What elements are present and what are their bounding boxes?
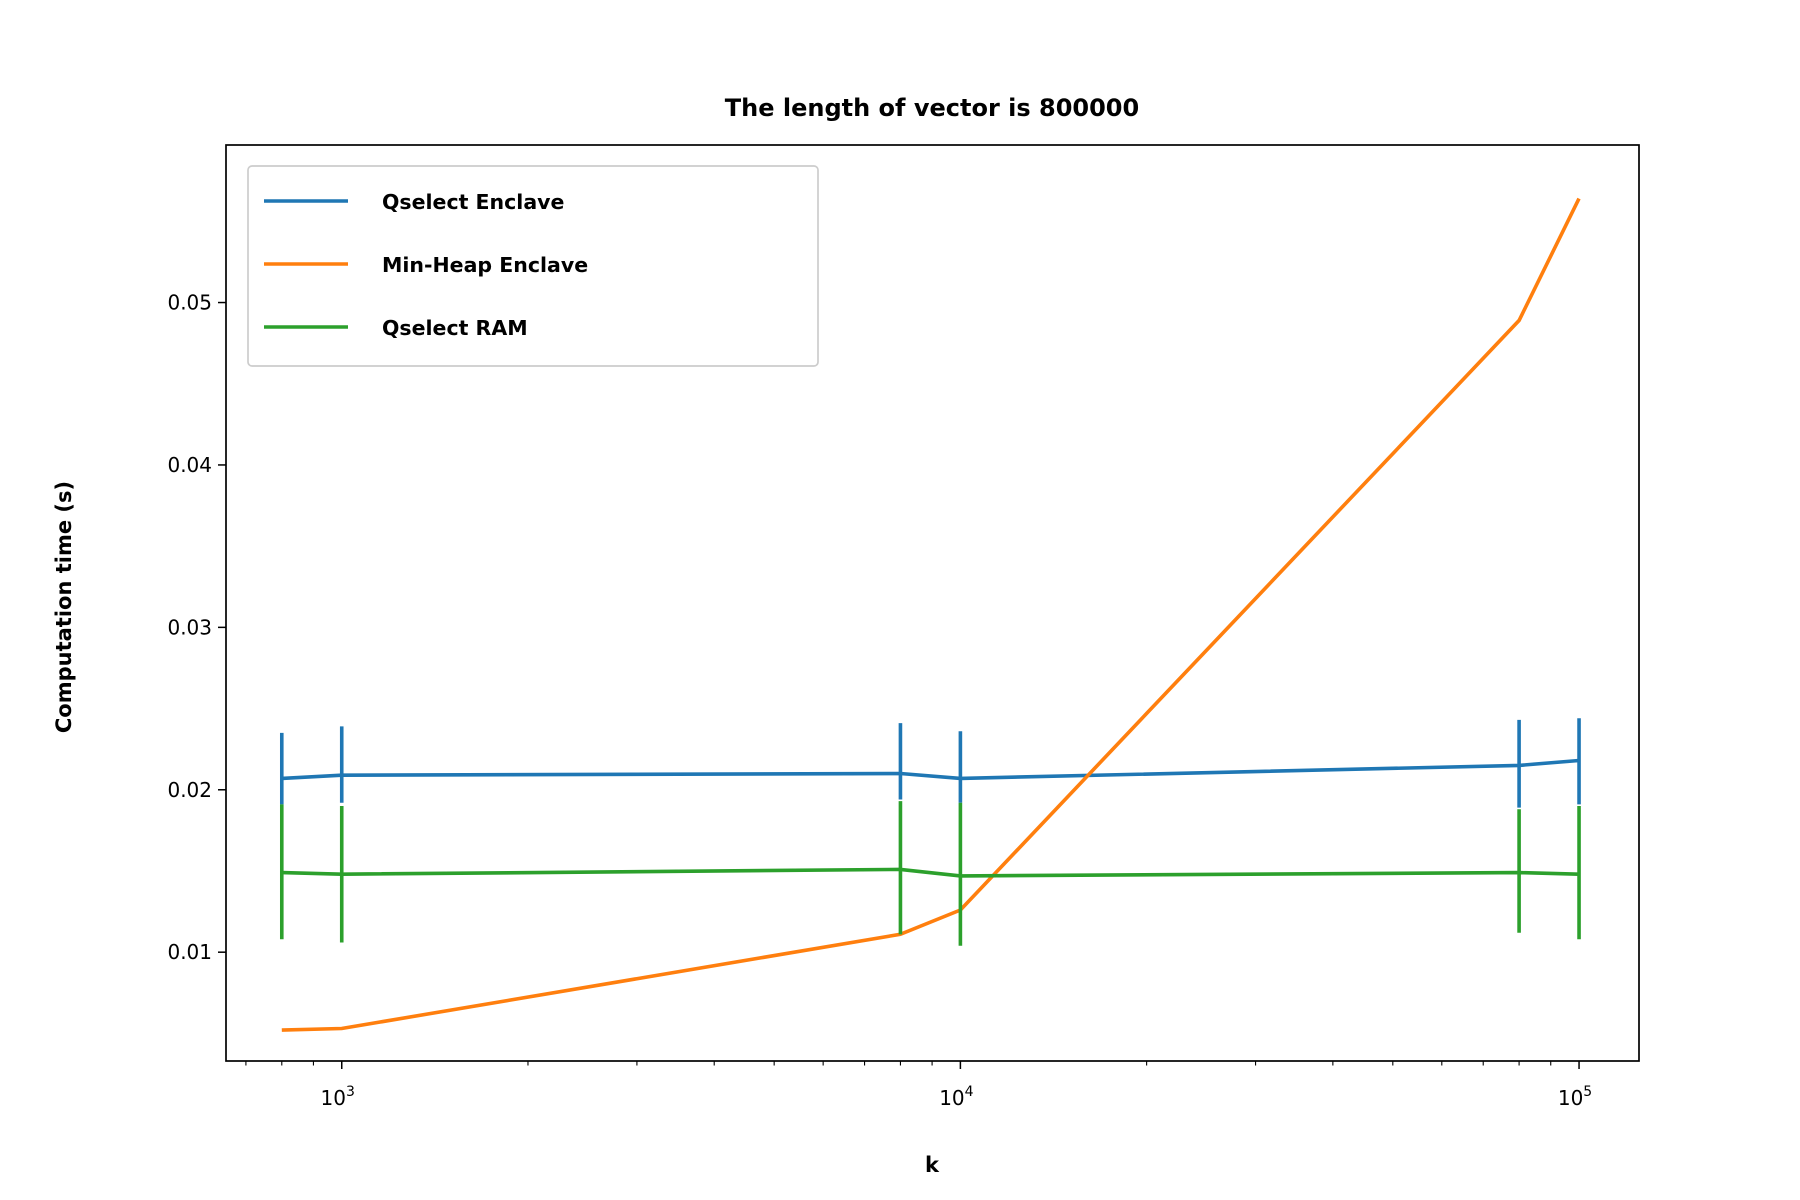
y-tick-label: 0.04 — [167, 453, 212, 477]
x-tick-label: 105 — [1558, 1084, 1592, 1110]
chart-title: The length of vector is 800000 — [725, 94, 1139, 122]
x-tick-label: 103 — [321, 1084, 355, 1110]
legend-label-2: Qselect RAM — [382, 316, 528, 340]
legend-box — [247, 165, 819, 367]
y-tick-label: 0.01 — [167, 940, 212, 964]
y-tick-label: 0.03 — [167, 615, 212, 639]
y-axis-label: Computation time (s) — [52, 481, 76, 733]
legend-label-0: Qselect Enclave — [382, 190, 564, 214]
axis-ticks: 0.01 0.02 0.03 0.04 0.05 103 104 105 — [167, 291, 1592, 1110]
x-axis-label: k — [925, 1153, 940, 1177]
series-line-2 — [281, 867, 1580, 878]
plot-area — [279, 197, 1581, 1032]
series-line-0 — [281, 758, 1580, 781]
x-tick-label: 104 — [939, 1084, 973, 1110]
legend: Qselect Enclave Min-Heap Enclave Qselect R… — [247, 165, 819, 367]
y-tick-label: 0.05 — [167, 291, 212, 315]
legend-label-1: Min-Heap Enclave — [382, 253, 588, 277]
series-line-1 — [281, 197, 1581, 1032]
y-tick-label: 0.02 — [167, 778, 212, 802]
